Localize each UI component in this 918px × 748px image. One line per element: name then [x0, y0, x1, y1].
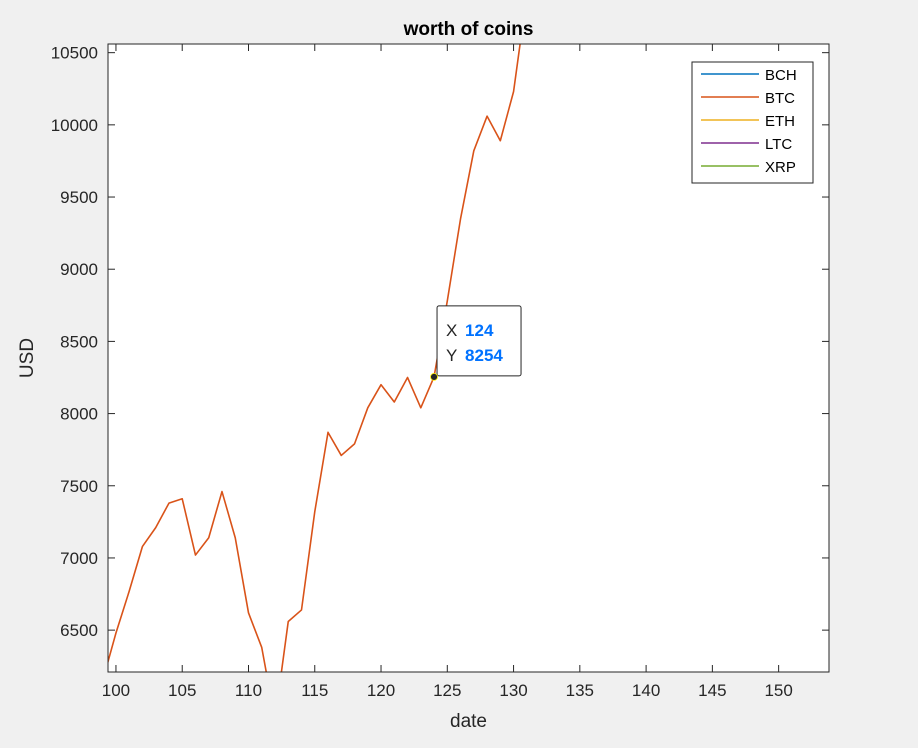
x-tick-label: 140: [632, 681, 660, 700]
ticks-layer: 100 105 110 115 120 125 130 135 140 145 150 6500 700…: [51, 44, 829, 700]
legend-label-xrp: XRP: [765, 159, 796, 176]
datatip-marker[interactable]: [430, 373, 438, 381]
x-tick-label: 145: [698, 681, 726, 700]
datatip-box: [436, 305, 522, 377]
y-tick-label: 8500: [60, 332, 98, 351]
y-tick-label: 10000: [51, 116, 98, 135]
datatip[interactable]: X 124 Y 8254: [430, 305, 522, 381]
datatip-x-value: 124: [465, 321, 494, 340]
y-tick-label: 8000: [60, 405, 98, 424]
y-tick-label: 7000: [60, 549, 98, 568]
x-axis-label: date: [450, 711, 487, 732]
x-tick-label: 105: [168, 681, 196, 700]
x-tick-label: 120: [367, 681, 395, 700]
y-axis-label: USD: [17, 338, 38, 378]
series-layer: [103, 0, 527, 720]
x-tick-label: 150: [764, 681, 792, 700]
y-tick-label: 6500: [60, 621, 98, 640]
y-tick-label: 10500: [51, 44, 98, 63]
legend-box: [691, 61, 814, 184]
y-tick-label: 7500: [60, 477, 98, 496]
datatip-x-label: X: [446, 321, 457, 340]
legend[interactable]: BCH BTC ETH LTC XRP: [691, 61, 814, 184]
legend-label-eth: ETH: [765, 113, 795, 130]
legend-label-ltc: LTC: [765, 136, 792, 153]
axes-box: [107, 43, 830, 673]
y-tick-label: 9500: [60, 188, 98, 207]
datatip-y-label: Y: [446, 346, 457, 365]
x-tick-label: 110: [235, 681, 262, 700]
datatip-y-value: 8254: [465, 346, 503, 365]
chart-title: worth of coins: [403, 19, 534, 40]
x-tick-label: 100: [102, 681, 130, 700]
x-tick-label: 135: [566, 681, 594, 700]
y-tick-label: 9000: [60, 260, 98, 279]
x-tick-label: 130: [499, 681, 527, 700]
x-tick-label: 125: [433, 681, 461, 700]
x-tick-label: 115: [301, 681, 328, 700]
legend-label-bch: BCH: [765, 67, 797, 84]
legend-label-btc: BTC: [765, 90, 795, 107]
series-line-btc[interactable]: [103, 0, 527, 720]
